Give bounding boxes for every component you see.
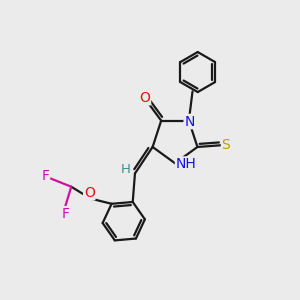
Text: NH: NH — [176, 157, 197, 171]
Text: F: F — [41, 169, 50, 183]
Text: O: O — [140, 91, 150, 105]
Text: O: O — [84, 186, 95, 200]
Text: F: F — [62, 207, 70, 221]
Text: H: H — [121, 163, 130, 176]
Text: N: N — [184, 115, 195, 128]
Text: S: S — [222, 138, 230, 152]
